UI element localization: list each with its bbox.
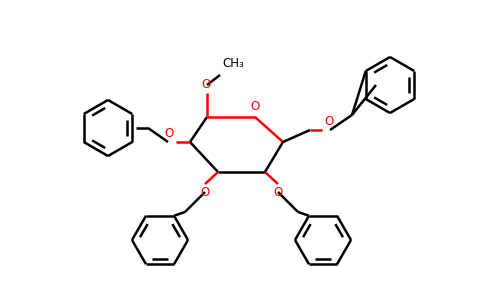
Text: O: O xyxy=(200,186,210,199)
Text: O: O xyxy=(324,115,333,128)
Text: O: O xyxy=(165,127,174,140)
Text: CH₃: CH₃ xyxy=(222,57,244,70)
Text: O: O xyxy=(273,186,283,199)
Text: O: O xyxy=(250,100,259,113)
Text: O: O xyxy=(201,78,211,91)
